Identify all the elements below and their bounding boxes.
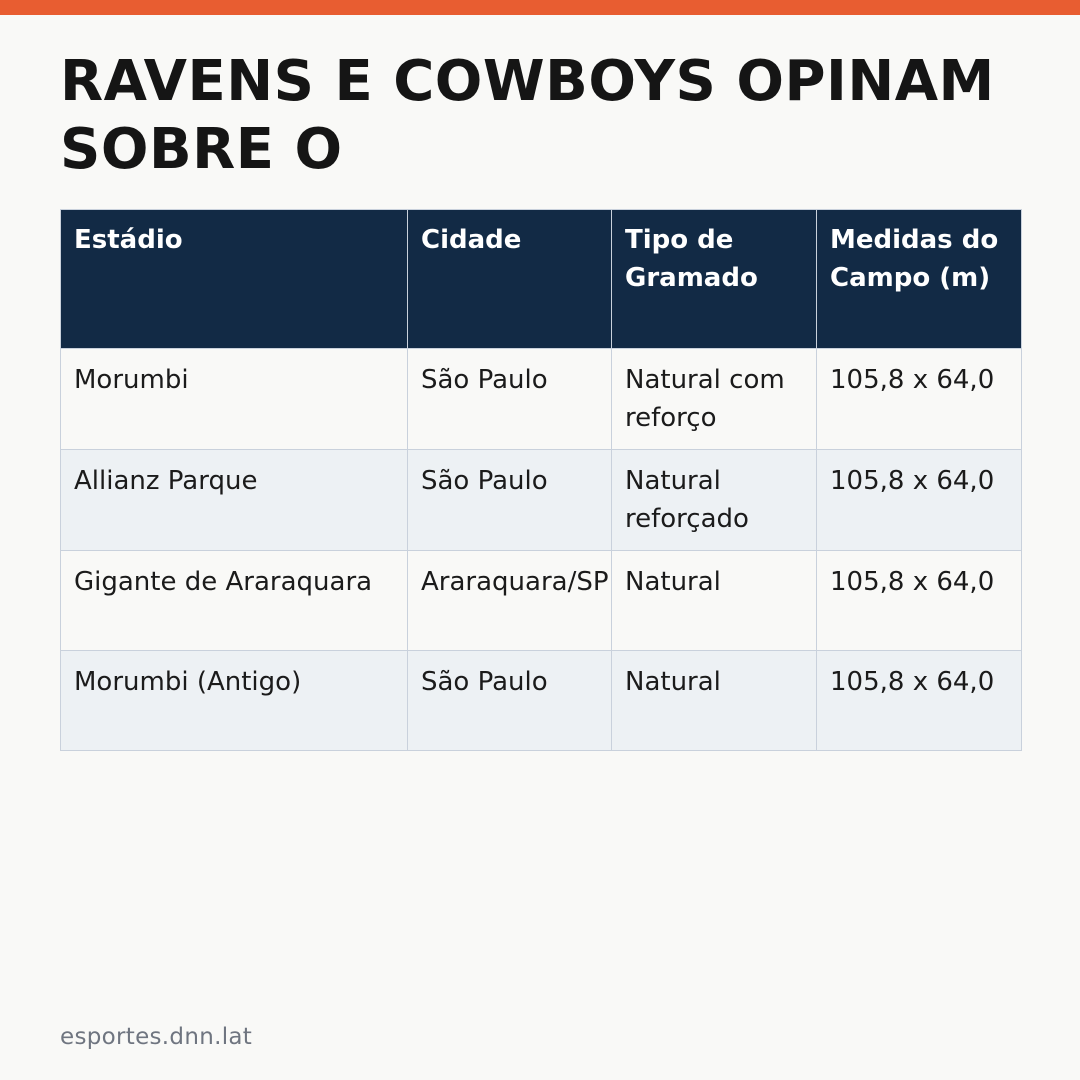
stadium-table: Estádio Cidade Tipo de Gramado Medidas d… xyxy=(60,209,1022,751)
header-city: Cidade xyxy=(407,209,612,349)
cell-field-dimensions: 105,8 x 64,0 xyxy=(816,449,1022,551)
table-row: Morumbi São Paulo Natural com reforço 10… xyxy=(60,348,1022,450)
page-title: RAVENS E COWBOYS OPINAM SOBRE O xyxy=(60,49,995,182)
cell-city: São Paulo xyxy=(407,449,612,551)
cell-city: São Paulo xyxy=(407,348,612,450)
cell-field-dimensions: 105,8 x 64,0 xyxy=(816,550,1022,651)
header-field-dimensions: Medidas do Campo (m) xyxy=(816,209,1022,349)
cell-stadium: Allianz Parque xyxy=(60,449,408,551)
cell-turf-type: Natural reforçado xyxy=(611,449,817,551)
table-header-row: Estádio Cidade Tipo de Gramado Medidas d… xyxy=(60,209,1022,349)
cell-turf-type: Natural com reforço xyxy=(611,348,817,450)
cell-stadium: Morumbi (Antigo) xyxy=(60,650,408,751)
table-row: Allianz Parque São Paulo Natural reforça… xyxy=(60,449,1022,551)
cell-turf-type: Natural xyxy=(611,650,817,751)
table-row: Gigante de Araraquara Araraquara/SP Natu… xyxy=(60,550,1022,651)
header-turf-type: Tipo de Gramado xyxy=(611,209,817,349)
header-stadium: Estádio xyxy=(60,209,408,349)
cell-city: São Paulo xyxy=(407,650,612,751)
cell-field-dimensions: 105,8 x 64,0 xyxy=(816,650,1022,751)
source-footer: esportes.dnn.lat xyxy=(60,1024,253,1050)
cell-stadium: Morumbi xyxy=(60,348,408,450)
top-accent-bar xyxy=(0,0,1080,15)
cell-city: Araraquara/SP xyxy=(407,550,612,651)
cell-stadium: Gigante de Araraquara xyxy=(60,550,408,651)
cell-turf-type: Natural xyxy=(611,550,817,651)
table-row: Morumbi (Antigo) São Paulo Natural 105,8… xyxy=(60,650,1022,751)
cell-field-dimensions: 105,8 x 64,0 xyxy=(816,348,1022,450)
